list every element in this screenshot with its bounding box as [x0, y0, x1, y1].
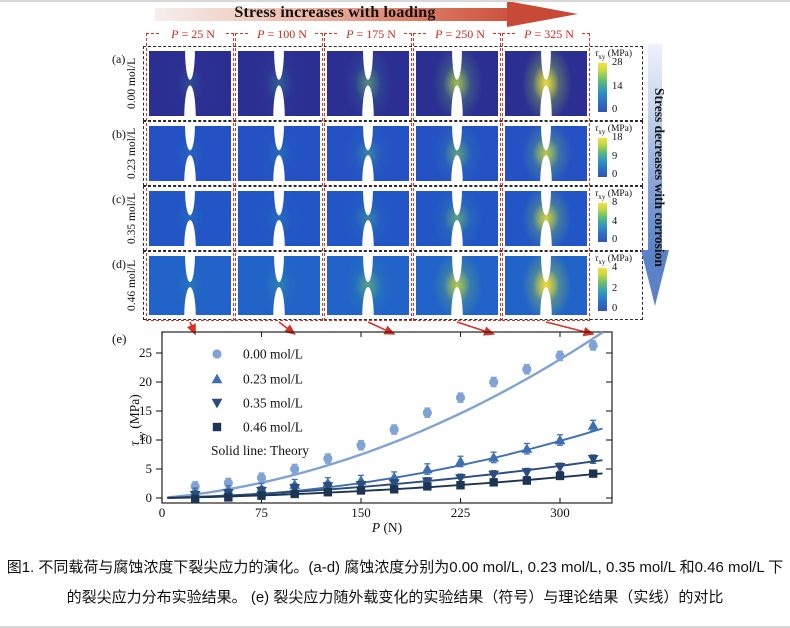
heatmap-panel — [416, 256, 498, 315]
heatmap-panel — [327, 51, 409, 116]
row-panel-label: (d) — [112, 257, 126, 271]
row-concentration-label: 0.35 mol/L — [126, 192, 138, 245]
colorbar-gradient — [598, 268, 607, 311]
row-box-a — [143, 46, 643, 121]
row-concentration-label: 0.23 mol/L — [126, 127, 138, 180]
specimen-notches — [273, 256, 285, 315]
heatmap-panel — [238, 126, 320, 181]
specimen-notches — [362, 256, 374, 315]
heatmap-panel — [238, 51, 320, 116]
row-concentration-label: 0.46 mol/L — [126, 259, 138, 312]
heatmap-panel — [149, 51, 231, 116]
column-load-label: P = 175 N — [338, 28, 404, 41]
specimen-notches — [540, 51, 552, 116]
stress-decrease-label: Stress decreases with corrosion — [652, 87, 667, 267]
specimen-notches — [451, 126, 463, 181]
heatmap-panel — [238, 256, 320, 315]
colorbar-title: τxy (MPa) — [595, 189, 633, 201]
colorbar-tick: 2 — [612, 282, 618, 294]
specimen-notches — [184, 256, 196, 315]
colorbar-gradient — [598, 138, 607, 177]
heatmap-panel — [149, 126, 231, 181]
colorbar-tick: 14 — [612, 80, 623, 92]
specimen-notches — [362, 191, 374, 246]
heatmap-panel — [416, 191, 498, 246]
row-panel-label: (c) — [112, 192, 126, 206]
column-load-label: P = 325 N — [516, 28, 582, 41]
column-load-label: P = 100 N — [249, 28, 315, 41]
arrow-body — [155, 8, 507, 21]
stress-increase-label: Stress increases with loading — [234, 4, 436, 21]
figure-caption: 图1. 不同载荷与腐蚀浓度下裂尖应力的演化。(a-d) 腐蚀浓度分别为0.00 … — [0, 558, 790, 618]
specimen-notches — [540, 191, 552, 246]
heatmap-panel — [416, 51, 498, 116]
arrow-body — [648, 44, 662, 250]
specimen-notches — [273, 126, 285, 181]
heatmap-panel — [327, 126, 409, 181]
heatmap-panel — [149, 256, 231, 315]
colorbar-gradient — [598, 203, 607, 242]
stress-increase-arrow: Stress increases with loading — [155, 2, 580, 30]
colorbar-tick: 0 — [612, 169, 618, 180]
colorbar-tick: 0 — [612, 104, 618, 115]
specimen-notches — [184, 126, 196, 181]
colorbar-tick: 0 — [612, 303, 618, 314]
row-panel-label: (b) — [112, 127, 126, 141]
specimen-notches — [362, 126, 374, 181]
colorbar-title: τxy (MPa) — [595, 49, 633, 61]
arrow-head-down-icon — [641, 250, 669, 306]
row-box-c — [143, 186, 643, 251]
specimen-notches — [451, 51, 463, 116]
column-load-label: P = 250 N — [427, 28, 493, 41]
caption-line-1: 图1. 不同载荷与腐蚀浓度下裂尖应力的演化。(a-d) 腐蚀浓度分别为0.00 … — [6, 559, 784, 576]
heatmap-panel — [505, 256, 587, 315]
specimen-notches — [362, 51, 374, 116]
specimen-notches — [540, 126, 552, 181]
heatmap-panel — [505, 191, 587, 246]
colorbar-tick: 28 — [612, 57, 623, 68]
row-panel-label: (a) — [112, 52, 126, 66]
specimen-notches — [451, 256, 463, 315]
colorbar-tick: 9 — [612, 150, 618, 162]
heatmap-panel — [416, 126, 498, 181]
specimen-notches — [273, 191, 285, 246]
colorbar-tick: 0 — [612, 234, 618, 245]
row-box-b — [143, 121, 643, 186]
heatmap-panel — [327, 256, 409, 315]
colorbar-gradient — [598, 63, 607, 112]
colorbar-title: τxy (MPa) — [595, 254, 633, 266]
specimen-notches — [451, 191, 463, 246]
heatmap-panel — [505, 126, 587, 181]
heatmap-panel — [505, 51, 587, 116]
colorbar-tick: 4 — [612, 215, 618, 227]
column-load-label: P = 25 N — [160, 28, 226, 41]
stress-decrease-arrow: Stress decreases with corrosion — [638, 44, 684, 310]
specimen-notches — [540, 256, 552, 315]
arrow-head-right-icon — [507, 2, 578, 27]
heatmap-panel — [238, 191, 320, 246]
colorbar-title: τxy (MPa) — [595, 124, 633, 136]
colorbar-tick: 4 — [612, 262, 618, 273]
caption-line-2: 的裂尖应力分布实验结果。 (e) 裂尖应力随外载变化的实验结果（符号）与理论结果… — [66, 589, 724, 606]
heatmap-panel — [149, 191, 231, 246]
colorbar-tick: 8 — [612, 197, 618, 208]
heatmap-panel — [327, 191, 409, 246]
row-concentration-label: 0.00 mol/L — [126, 57, 138, 110]
colorbar-tick: 18 — [612, 132, 623, 143]
specimen-notches — [184, 191, 196, 246]
specimen-notches — [184, 51, 196, 116]
specimen-notches — [273, 51, 285, 116]
